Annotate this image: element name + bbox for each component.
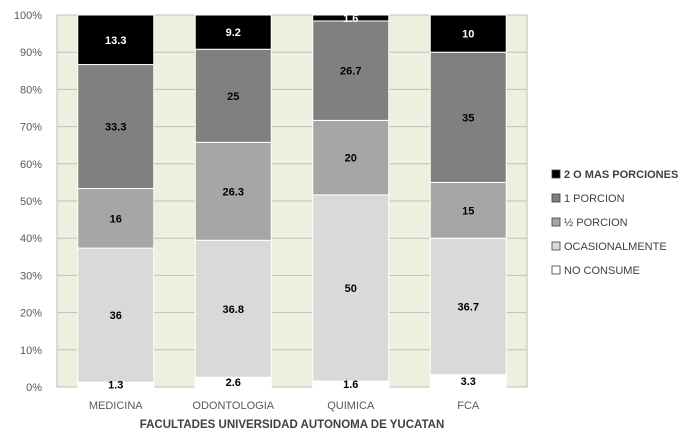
- bar-segment: [194, 14, 272, 50]
- data-label: 36.7: [458, 301, 479, 313]
- data-label: 36: [110, 310, 122, 322]
- data-label: 50: [345, 283, 357, 295]
- x-axis-categories: MEDICINA ODONTOLOGIA QUIMICA FCA: [89, 400, 480, 412]
- legend-label: NO CONSUME: [564, 265, 640, 277]
- y-tick-label: 70%: [20, 122, 42, 134]
- y-tick-label: 90%: [20, 47, 42, 59]
- data-label: 26.3: [223, 186, 244, 198]
- bar-segment: [429, 51, 507, 183]
- legend-label: OCASIONALMENTE: [564, 241, 667, 253]
- y-tick-label: 50%: [20, 196, 42, 208]
- bar-segment: [77, 247, 155, 383]
- data-label: 1.6: [343, 379, 358, 391]
- legend-swatch: [551, 217, 561, 227]
- bar-segment: [312, 20, 390, 121]
- segment-labels: 1.3 36 16 33.3 13.3 2.6 36.8 26.3 25 9.2 1.6 50 20 26…: [105, 13, 479, 392]
- bar-segment: [194, 48, 272, 143]
- y-tick-label: 10%: [20, 345, 42, 357]
- legend-swatch: [551, 193, 561, 203]
- y-tick-label: 60%: [20, 159, 42, 171]
- y-tick-label: 30%: [20, 270, 42, 282]
- bar-segment: [429, 14, 507, 53]
- bars: [77, 14, 507, 388]
- data-label: 20: [345, 153, 357, 165]
- data-label: 26.7: [340, 66, 361, 78]
- legend-swatch: [551, 265, 561, 275]
- data-label: 1.3: [108, 380, 123, 392]
- bar-segment: [77, 188, 155, 249]
- x-axis-title: FACULTADES UNIVERSIDAD AUTONOMA DE YUCAT…: [140, 419, 445, 431]
- y-tick-label: 0%: [26, 382, 42, 394]
- x-category-label: QUIMICA: [327, 400, 375, 412]
- legend: 2 O MAS PORCIONES 1 PORCION ½ PORCION OCASI…: [551, 169, 678, 277]
- data-label: 2.6: [226, 377, 241, 389]
- data-label: 36.8: [223, 304, 244, 316]
- y-axis-ticks: 0% 10% 20% 30% 40% 50% 60% 70% 80% 90% 100%: [14, 10, 42, 394]
- y-tick-label: 20%: [20, 308, 42, 320]
- data-label: 13.3: [105, 35, 126, 47]
- data-label: 33.3: [105, 122, 126, 134]
- x-category-label: MEDICINA: [89, 400, 143, 412]
- legend-label: ½ PORCION: [564, 217, 628, 229]
- data-label: 15: [462, 205, 474, 217]
- y-tick-label: 100%: [14, 10, 42, 22]
- bar-segment: [312, 194, 390, 382]
- bar-segment: [77, 64, 155, 190]
- bar-segment: [312, 14, 390, 22]
- legend-swatch: [551, 241, 561, 251]
- data-label: 9.2: [226, 27, 241, 39]
- x-category-label: ODONTOLOGIA: [192, 400, 274, 412]
- bar-segment: [194, 141, 272, 241]
- bar-segment: [77, 14, 155, 66]
- bar-segment: [429, 181, 507, 239]
- legend-label: 2 O MAS PORCIONES: [564, 169, 678, 181]
- data-label: 3.3: [461, 376, 476, 388]
- data-label: 10: [462, 29, 474, 41]
- data-label: 1.6: [343, 13, 358, 25]
- data-label: 16: [110, 213, 122, 225]
- data-label: 35: [462, 112, 474, 124]
- y-tick-label: 80%: [20, 84, 42, 96]
- x-category-label: FCA: [457, 400, 480, 412]
- legend-swatch: [551, 169, 561, 179]
- y-tick-label: 40%: [20, 233, 42, 245]
- legend-label: 1 PORCION: [564, 193, 625, 205]
- data-label: 25: [227, 91, 239, 103]
- bar-segment: [312, 119, 390, 196]
